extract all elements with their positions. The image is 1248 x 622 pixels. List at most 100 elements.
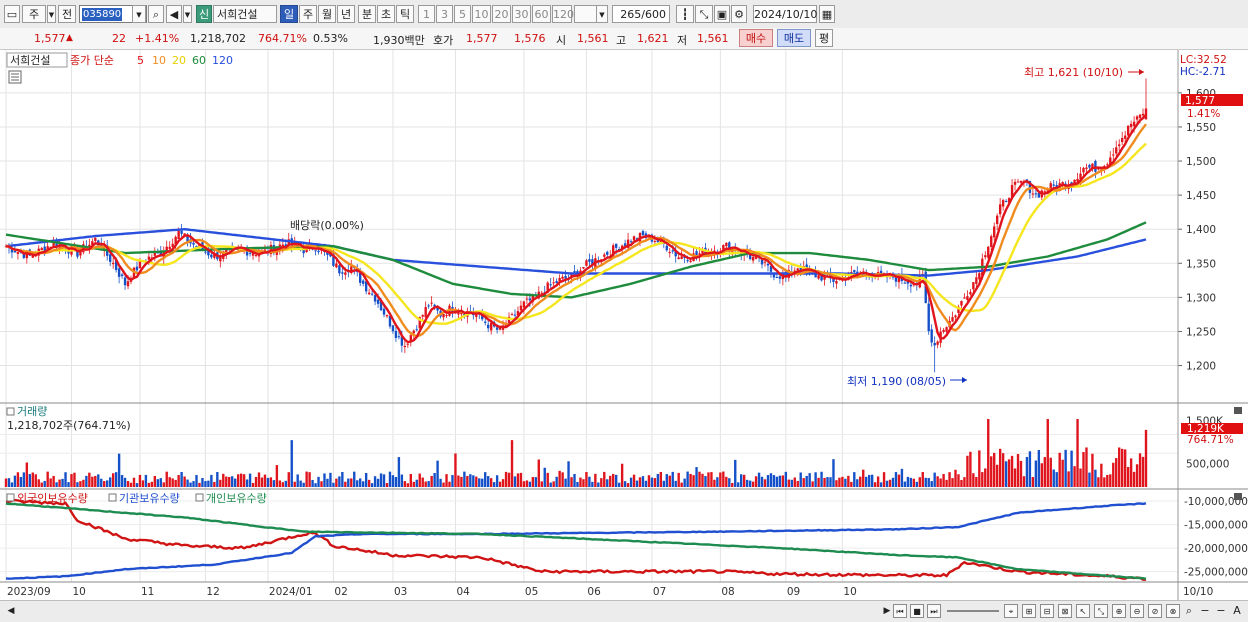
candle-body bbox=[510, 314, 514, 316]
period-minute-button[interactable]: 분 bbox=[358, 5, 376, 23]
candle-body bbox=[400, 336, 404, 346]
period-year-button[interactable]: 년 bbox=[337, 5, 355, 23]
interval-dropdown-icon[interactable]: ▼ bbox=[596, 5, 608, 23]
period-second-button[interactable]: 초 bbox=[377, 5, 395, 23]
volume-bar bbox=[597, 482, 600, 487]
price-tick-label: 1,500 bbox=[1186, 156, 1216, 168]
volume-bar bbox=[805, 475, 808, 487]
scroll-right-icon[interactable]: ▶ bbox=[883, 606, 891, 616]
settings-icon[interactable]: ⚙ bbox=[731, 5, 747, 23]
zoom-out-icon[interactable]: − bbox=[1200, 604, 1210, 617]
buy-button[interactable]: 매수 bbox=[739, 29, 773, 47]
tool-2-icon[interactable]: ⊞ bbox=[1022, 604, 1036, 618]
tool-9-icon[interactable]: ⊘ bbox=[1148, 604, 1162, 618]
save-icon[interactable]: ▣ bbox=[714, 5, 730, 23]
interval-3-button[interactable]: 3 bbox=[436, 5, 453, 23]
count-field[interactable]: 265/600 bbox=[612, 5, 670, 23]
institution-legend-box[interactable] bbox=[108, 493, 117, 502]
tool-1-icon[interactable]: ⌖ bbox=[1004, 604, 1018, 618]
period-tick-button[interactable]: 틱 bbox=[396, 5, 414, 23]
scale-icon[interactable]: ⤡ bbox=[695, 5, 713, 23]
volume-bar bbox=[975, 477, 978, 487]
candle-body bbox=[561, 276, 564, 279]
tool-5-icon[interactable]: ↖ bbox=[1076, 604, 1090, 618]
candle-body bbox=[903, 282, 907, 284]
chart-svg[interactable]: 1,6001,5501,5001,4501,4001,3501,3001,250… bbox=[0, 50, 1248, 600]
candle-body bbox=[1049, 183, 1052, 191]
market-select[interactable]: 주 bbox=[22, 5, 46, 23]
ma60-legend: 60 bbox=[192, 54, 206, 67]
volume-bar bbox=[933, 472, 936, 487]
date-field[interactable]: 2024/10/10 bbox=[753, 5, 817, 23]
volume-bar bbox=[814, 472, 817, 487]
stop-icon[interactable]: ■ bbox=[910, 604, 924, 618]
candle-body bbox=[1088, 164, 1091, 168]
tool-3-icon[interactable]: ⊟ bbox=[1040, 604, 1054, 618]
volume-bar bbox=[43, 480, 46, 487]
code-dropdown-icon[interactable]: ▼ bbox=[132, 5, 146, 23]
chart-area[interactable]: 1,600 1,550 1,500 1,450 1,400 1,350 1,300 1,250… bbox=[0, 50, 1248, 600]
average-button[interactable]: 평 bbox=[815, 29, 833, 47]
font-size-icon[interactable]: A bbox=[1233, 604, 1241, 617]
volume-bar bbox=[475, 476, 478, 487]
stock-legend-box[interactable] bbox=[6, 52, 68, 68]
individual-legend-box[interactable] bbox=[195, 493, 204, 502]
scroll-left-icon[interactable]: ◀ bbox=[7, 606, 15, 616]
interval-1-button[interactable]: 1 bbox=[418, 5, 435, 23]
interval-10-button[interactable]: 10 bbox=[472, 5, 491, 23]
tool-8-icon[interactable]: ⊖ bbox=[1130, 604, 1144, 618]
speaker-icon[interactable]: ◀ bbox=[166, 5, 182, 23]
candle-body bbox=[501, 326, 505, 330]
candle-body bbox=[481, 314, 484, 320]
volume-bar bbox=[674, 480, 677, 487]
foreign-legend-box[interactable] bbox=[6, 493, 15, 502]
volume-bar bbox=[207, 480, 210, 487]
chevron-down-icon[interactable]: ▼ bbox=[47, 5, 56, 23]
zoom-slider[interactable] bbox=[947, 610, 999, 612]
period-day-button[interactable]: 일 bbox=[280, 5, 298, 23]
speaker-dropdown-icon[interactable]: ▼ bbox=[183, 5, 192, 23]
candle-body bbox=[25, 251, 29, 259]
volume-bar bbox=[442, 482, 445, 487]
sell-button[interactable]: 매도 bbox=[777, 29, 811, 47]
volume-bar bbox=[969, 451, 972, 487]
tool-7-icon[interactable]: ⊕ bbox=[1112, 604, 1126, 618]
candle-body bbox=[522, 301, 526, 308]
tool-4-icon[interactable]: ⊠ bbox=[1058, 604, 1072, 618]
volume-bar bbox=[463, 471, 466, 487]
interval-60-button[interactable]: 60 bbox=[532, 5, 551, 23]
volume-legend-box[interactable] bbox=[6, 407, 15, 416]
prev-button[interactable]: 전 bbox=[58, 5, 76, 23]
zoom-icon[interactable]: ⌕ bbox=[1185, 604, 1193, 617]
zoom-reset-icon[interactable]: − bbox=[1216, 604, 1226, 617]
candle-body bbox=[1034, 193, 1038, 195]
volume-bar bbox=[147, 482, 151, 487]
candle-icon[interactable]: ┇ bbox=[676, 5, 694, 23]
candle-body bbox=[612, 245, 615, 259]
window-icon[interactable]: ▭ bbox=[4, 5, 20, 23]
interval-30-button[interactable]: 30 bbox=[512, 5, 531, 23]
search-icon[interactable]: ⌕ bbox=[148, 5, 164, 23]
interval-120-button[interactable]: 120 bbox=[552, 5, 574, 23]
period-month-button[interactable]: 월 bbox=[318, 5, 336, 23]
volume-bar bbox=[567, 461, 570, 487]
code-input[interactable]: 035890 bbox=[79, 5, 147, 23]
last-page-icon[interactable]: ⏭ bbox=[927, 604, 941, 618]
interval-20-button[interactable]: 20 bbox=[492, 5, 511, 23]
candle-body bbox=[820, 272, 823, 281]
tool-10-icon[interactable]: ⊗ bbox=[1166, 604, 1180, 618]
holdings-panel-close-icon[interactable] bbox=[1234, 493, 1242, 500]
volume-bar bbox=[1129, 458, 1133, 487]
calendar-icon[interactable]: ▦ bbox=[819, 5, 835, 23]
volume-bar bbox=[525, 480, 529, 487]
candle-body bbox=[1091, 163, 1094, 168]
first-page-icon[interactable]: ⏮ bbox=[893, 604, 907, 618]
period-week-button[interactable]: 주 bbox=[299, 5, 317, 23]
volume-panel-close-icon[interactable] bbox=[1234, 407, 1242, 414]
tool-6-icon[interactable]: ⤡ bbox=[1094, 604, 1108, 618]
volume-bar bbox=[689, 473, 692, 487]
volume-bar bbox=[626, 483, 630, 487]
interval-5-button[interactable]: 5 bbox=[454, 5, 471, 23]
volume-bar bbox=[391, 475, 395, 487]
volume-bar bbox=[1132, 471, 1136, 487]
